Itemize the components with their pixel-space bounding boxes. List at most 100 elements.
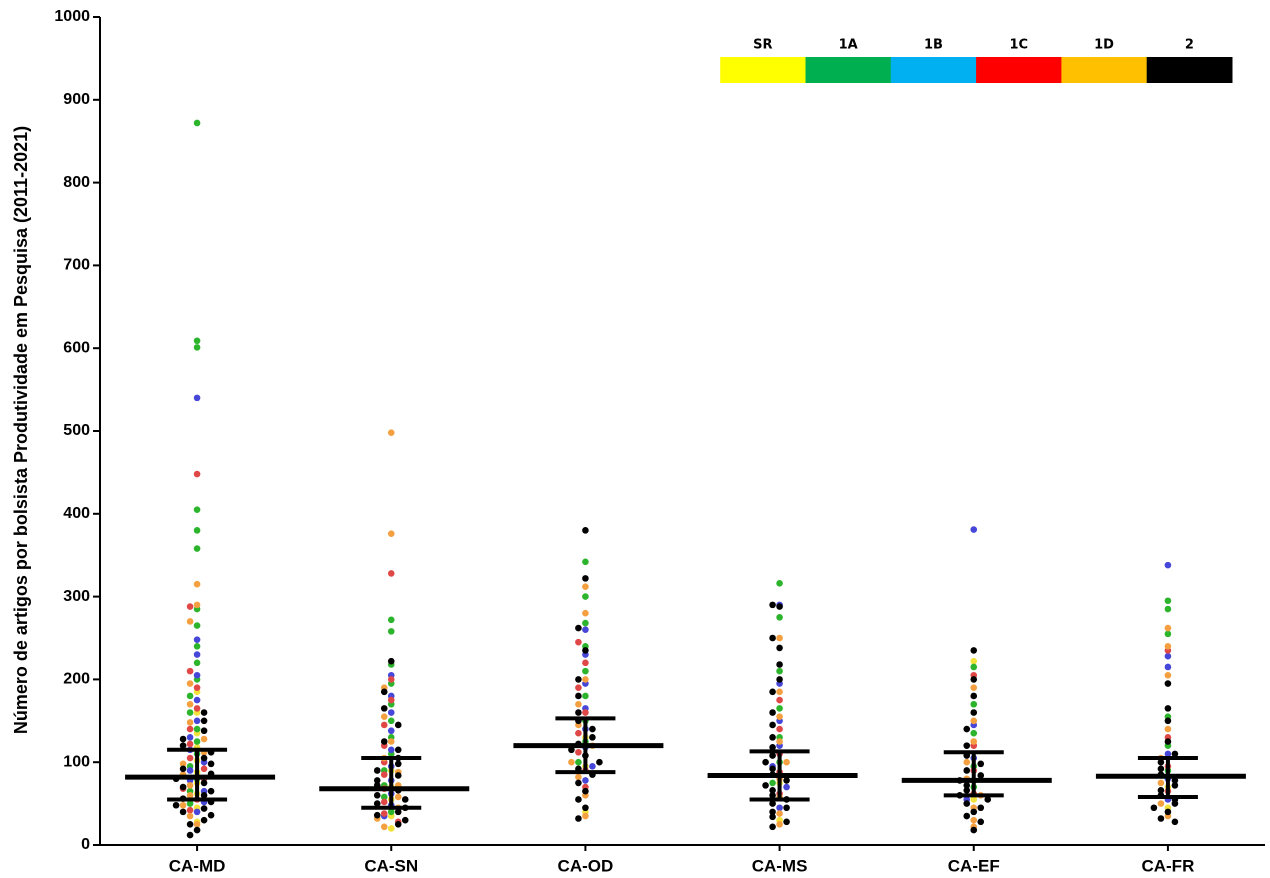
point	[186, 792, 194, 799]
point	[1164, 750, 1172, 758]
point	[575, 676, 582, 683]
point	[186, 740, 194, 748]
point	[380, 705, 388, 712]
point	[582, 676, 589, 683]
point	[769, 709, 776, 716]
point	[970, 816, 978, 824]
point	[207, 760, 215, 768]
point	[963, 725, 971, 733]
point	[582, 527, 589, 534]
point	[193, 580, 201, 588]
point	[200, 727, 208, 735]
point	[582, 593, 589, 600]
y-tick-label: 900	[63, 91, 90, 108]
point	[387, 808, 395, 816]
point	[179, 808, 187, 816]
point	[186, 667, 194, 675]
point	[589, 734, 596, 741]
point	[207, 811, 215, 819]
legend-label: 1D	[1094, 38, 1114, 53]
point	[373, 792, 381, 799]
point	[193, 119, 201, 127]
point	[1164, 717, 1172, 725]
point	[575, 700, 582, 708]
point	[575, 748, 582, 756]
point	[963, 742, 971, 749]
point	[783, 777, 790, 784]
y-tick-label: 0	[81, 836, 90, 853]
point	[970, 700, 978, 708]
point	[575, 773, 582, 781]
point	[582, 609, 589, 617]
point	[769, 813, 776, 821]
point	[172, 801, 180, 809]
point	[387, 717, 395, 725]
point	[970, 808, 978, 816]
point	[380, 738, 388, 745]
point	[186, 618, 194, 625]
point	[193, 671, 201, 679]
point	[582, 619, 589, 627]
point	[575, 815, 582, 822]
point	[776, 634, 783, 642]
point	[1164, 725, 1172, 733]
point	[769, 765, 776, 773]
point	[776, 603, 783, 610]
point	[776, 676, 783, 683]
point	[963, 800, 971, 807]
point	[186, 725, 194, 733]
point	[394, 721, 402, 729]
point	[186, 812, 194, 820]
point	[970, 826, 978, 834]
legend-swatch	[720, 57, 806, 83]
point	[963, 787, 971, 794]
point	[179, 801, 187, 809]
point	[783, 804, 790, 812]
point	[380, 810, 388, 817]
point	[769, 800, 776, 807]
point	[776, 804, 783, 812]
legend-label: SR	[753, 38, 772, 53]
y-tick-label: 500	[63, 422, 90, 439]
point	[596, 758, 603, 766]
point	[977, 760, 985, 768]
x-tick-label: CA-FR	[1141, 856, 1194, 875]
legend-swatch	[805, 57, 892, 83]
y-axis-label: Número de artigos por bolsista Produtivi…	[11, 126, 31, 734]
point	[387, 570, 395, 577]
point	[193, 826, 201, 834]
point	[582, 804, 589, 812]
point	[970, 657, 978, 665]
point	[769, 601, 776, 609]
point	[179, 735, 187, 743]
point	[179, 765, 187, 773]
point	[582, 787, 589, 795]
point	[373, 777, 381, 784]
point	[380, 793, 388, 801]
point	[193, 394, 201, 402]
point	[193, 725, 201, 733]
point	[387, 530, 395, 537]
point	[193, 506, 201, 513]
point	[769, 721, 776, 729]
point	[193, 344, 201, 351]
point	[394, 821, 402, 828]
point	[1164, 808, 1172, 816]
point	[200, 816, 208, 824]
point	[186, 767, 194, 774]
point	[776, 725, 783, 733]
point	[776, 713, 783, 720]
x-tick-label: CA-SN	[364, 856, 418, 875]
point	[394, 760, 402, 768]
point	[589, 763, 596, 770]
point	[783, 758, 790, 766]
point	[776, 705, 783, 712]
point	[1164, 671, 1172, 679]
point	[1157, 765, 1165, 773]
point	[963, 782, 971, 789]
point	[568, 758, 575, 766]
point	[193, 705, 201, 712]
point	[380, 721, 388, 729]
point	[200, 709, 208, 716]
